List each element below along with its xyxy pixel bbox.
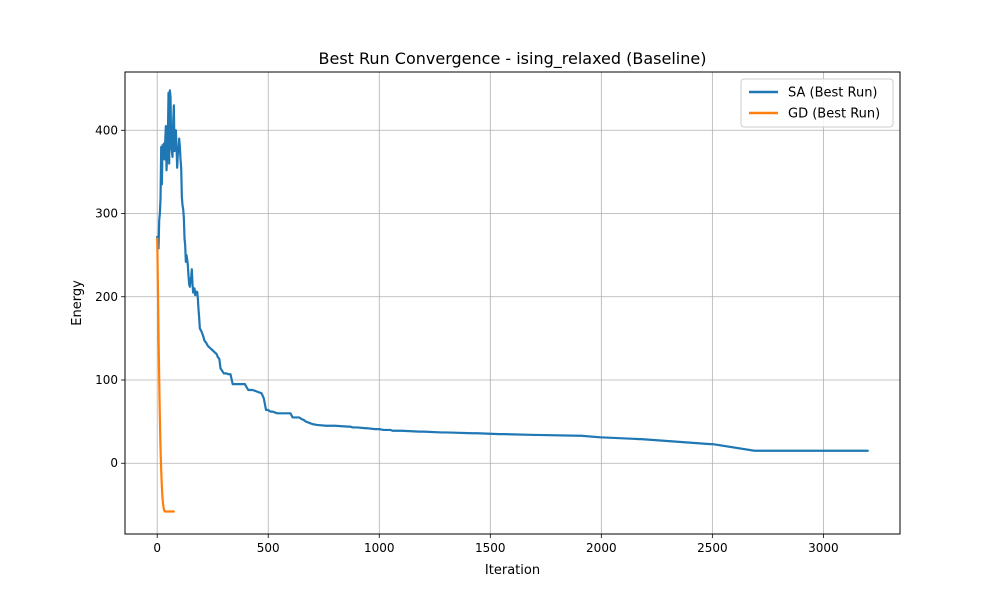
y-tick-label: 100 bbox=[95, 373, 118, 387]
y-tick-label: 400 bbox=[95, 123, 118, 137]
y-tick-label: 200 bbox=[95, 290, 118, 304]
chart-title: Best Run Convergence - ising_relaxed (Ba… bbox=[319, 49, 707, 69]
plot-frame bbox=[124, 71, 901, 535]
legend-label-sa: SA (Best Run) bbox=[788, 86, 878, 101]
y-tick-label: 300 bbox=[95, 207, 118, 221]
legend: SA (Best Run) GD (Best Run) bbox=[740, 78, 894, 128]
series-line-sa bbox=[156, 89, 869, 452]
x-tick-label: 500 bbox=[257, 541, 280, 555]
x-axis-label: Iteration bbox=[485, 563, 540, 578]
grid bbox=[125, 72, 900, 534]
y-axis-label: Energy bbox=[70, 280, 85, 326]
x-tick-label: 0 bbox=[153, 541, 161, 555]
x-tick-label: 1000 bbox=[364, 541, 395, 555]
legend-label-gd: GD (Best Run) bbox=[788, 107, 880, 122]
series-layer bbox=[156, 89, 869, 513]
series-line-gd bbox=[156, 237, 175, 513]
legend-box bbox=[740, 78, 894, 128]
y-tick-label: 0 bbox=[110, 456, 118, 470]
x-tick-label: 3000 bbox=[808, 541, 839, 555]
ticks: 0 500 1000 1500 2000 2500 3000 0 100 200 300 400 bbox=[95, 123, 839, 555]
x-tick-label: 2000 bbox=[586, 541, 617, 555]
x-tick-label: 1500 bbox=[475, 541, 506, 555]
x-tick-label: 2500 bbox=[697, 541, 728, 555]
